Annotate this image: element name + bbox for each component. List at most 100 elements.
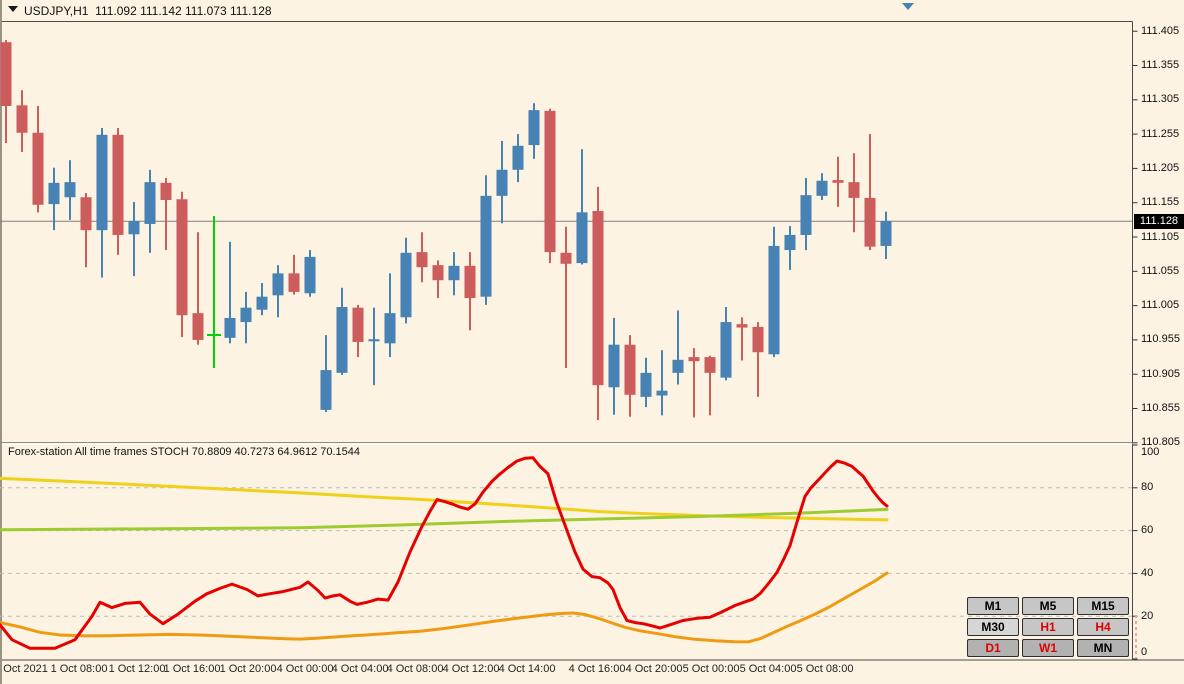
candlestick bbox=[336, 306, 348, 373]
ohlc-values-label: 111.092 111.142 111.073 111.128 bbox=[95, 4, 272, 18]
candlestick bbox=[192, 313, 204, 340]
candlestick bbox=[768, 245, 780, 355]
candlestick bbox=[0, 42, 12, 106]
candlestick bbox=[592, 210, 604, 386]
candlestick bbox=[560, 252, 572, 264]
candlestick bbox=[368, 339, 380, 342]
candlestick bbox=[176, 199, 188, 316]
candlestick bbox=[80, 197, 92, 231]
price-axis-label: 111.255 bbox=[1141, 127, 1180, 140]
timeframe-button-m15[interactable]: M15 bbox=[1077, 597, 1129, 615]
candlestick bbox=[656, 390, 668, 396]
candlestick bbox=[416, 252, 428, 268]
indicator-axis-label: 60 bbox=[1141, 524, 1154, 537]
price-axis-label: 111.055 bbox=[1141, 264, 1180, 277]
price-axis-label: 110.905 bbox=[1141, 367, 1180, 380]
stoch-line-yellow-slow bbox=[0, 476, 889, 522]
time-axis-label: 5 Oct 08:00 bbox=[796, 663, 854, 675]
chart-title-bar: USDJPY,H1 111.092 111.142 111.073 111.12… bbox=[0, 0, 1184, 21]
candlestick bbox=[800, 195, 812, 235]
time-axis-label: 1 Oct 08:00 bbox=[50, 663, 108, 675]
candlestick bbox=[256, 296, 268, 310]
price-axis-label: 111.005 bbox=[1141, 299, 1180, 312]
candlestick bbox=[624, 344, 636, 395]
timeframe-button-w1[interactable]: W1 bbox=[1022, 639, 1074, 657]
candlestick bbox=[320, 370, 332, 410]
price-axis-label: 111.405 bbox=[1141, 24, 1180, 37]
candlestick bbox=[32, 132, 44, 205]
candlestick bbox=[640, 372, 652, 397]
candlestick bbox=[384, 313, 396, 344]
candlestick bbox=[672, 359, 684, 373]
indicator-title: Forex-station All time frames STOCH 70.8… bbox=[8, 446, 361, 458]
price-axis-label: 110.805 bbox=[1141, 436, 1180, 449]
time-axis-label: 5 Oct 00:00 bbox=[682, 663, 740, 675]
price-axis-label: 111.305 bbox=[1141, 93, 1180, 106]
stoch-line-orange-signal bbox=[0, 571, 889, 644]
symbol-dropdown-icon[interactable] bbox=[8, 6, 18, 12]
candlestick bbox=[464, 265, 476, 299]
candlestick bbox=[512, 145, 524, 170]
price-axis-label: 111.155 bbox=[1141, 196, 1180, 209]
candlestick bbox=[96, 134, 108, 231]
chart-title: USDJPY,H1 111.092 111.142 111.073 111.12… bbox=[24, 4, 272, 18]
timeframe-button-h4[interactable]: H4 bbox=[1077, 618, 1129, 636]
candlestick bbox=[480, 195, 492, 297]
price-axis-label: 110.855 bbox=[1141, 402, 1180, 414]
candlestick bbox=[816, 180, 828, 196]
candlestick bbox=[48, 182, 60, 205]
time-axis-label: 1 Oct 20:00 bbox=[219, 663, 277, 675]
candlestick bbox=[160, 182, 172, 200]
price-axis-label: 111.105 bbox=[1141, 230, 1180, 243]
candlestick bbox=[304, 256, 316, 294]
timeframe-button-m30[interactable]: M30 bbox=[967, 618, 1019, 636]
candlestick bbox=[112, 134, 124, 235]
timeframe-button-h1[interactable]: H1 bbox=[1022, 618, 1074, 636]
indicator-axis-label: 100 bbox=[1141, 446, 1160, 458]
time-axis-label: 4 Oct 12:00 bbox=[442, 663, 500, 675]
candlestick bbox=[880, 221, 892, 246]
candlestick bbox=[16, 105, 28, 133]
timeframe-button-m1[interactable]: M1 bbox=[967, 597, 1019, 615]
candlestick bbox=[288, 273, 300, 292]
candlestick bbox=[272, 273, 284, 296]
indicator-axis-label: 80 bbox=[1141, 481, 1154, 494]
stoch-line-red-main bbox=[0, 456, 889, 650]
candlestick bbox=[448, 265, 460, 281]
candlestick bbox=[704, 357, 716, 373]
timeframe-button-mn[interactable]: MN bbox=[1077, 639, 1129, 657]
candlestick bbox=[240, 307, 252, 323]
price-axis-label: 110.955 bbox=[1141, 333, 1180, 346]
time-axis-label: 5 Oct 04:00 bbox=[739, 663, 797, 675]
candlestick bbox=[528, 110, 540, 146]
time-axis-label: 4 Oct 20:00 bbox=[625, 663, 683, 675]
time-axis-label: 4 Oct 14:00 bbox=[498, 663, 556, 675]
candlestick bbox=[752, 326, 764, 353]
time-axis-label: 4 Oct 00:00 bbox=[276, 663, 334, 675]
scroll-to-end-icon[interactable] bbox=[902, 3, 914, 10]
time-axis-label: 1 Oct 16:00 bbox=[163, 663, 221, 675]
indicator-axis-label: 40 bbox=[1141, 566, 1154, 579]
stoch-line-green-slow bbox=[0, 507, 889, 532]
candlestick bbox=[544, 110, 556, 253]
indicator-axis-label: 0 bbox=[1141, 646, 1148, 658]
candlestick bbox=[432, 265, 444, 281]
candlestick bbox=[784, 234, 796, 251]
candlestick bbox=[576, 212, 588, 264]
timeframe-button-d1[interactable]: D1 bbox=[967, 639, 1019, 657]
candlestick bbox=[736, 324, 748, 328]
candlestick bbox=[128, 221, 140, 235]
candlestick bbox=[832, 180, 844, 183]
time-axis-label: 1 Oct 2021 bbox=[0, 663, 48, 675]
candlestick bbox=[720, 322, 732, 378]
candlestick bbox=[688, 357, 700, 362]
timeframe-button-m5[interactable]: M5 bbox=[1022, 597, 1074, 615]
time-axis-label: 1 Oct 12:00 bbox=[108, 663, 166, 675]
price-axis-label: 111.205 bbox=[1141, 161, 1180, 174]
indicator-axis-label: 20 bbox=[1141, 609, 1154, 622]
price-axis-label: 111.355 bbox=[1141, 59, 1180, 71]
candlestick bbox=[848, 182, 860, 198]
time-axis-label: 4 Oct 04:00 bbox=[331, 663, 389, 675]
candlestick bbox=[608, 344, 620, 388]
